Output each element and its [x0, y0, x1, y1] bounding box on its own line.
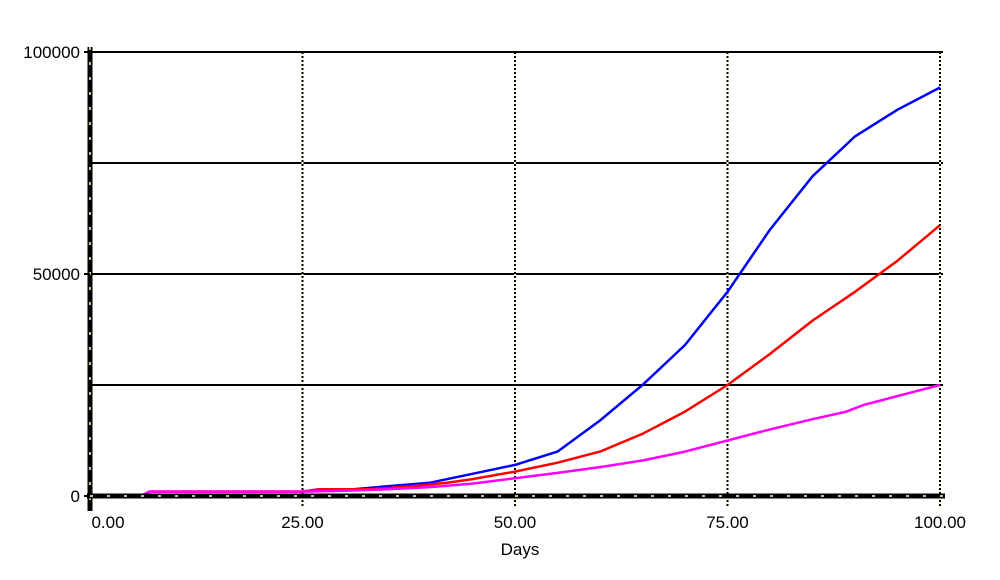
axes [87, 47, 945, 511]
x-axis-label: Days [501, 540, 540, 559]
x-tick-label: 25.00 [281, 513, 324, 532]
x-tick-label: 75.00 [706, 513, 749, 532]
series-line-3 [90, 383, 941, 498]
x-tick-label: 50.00 [494, 513, 537, 532]
tick-labels: 0.00 25.00 50.00 75.00 100.00 0 50000 100000 [23, 43, 966, 532]
x-tick-label: 0.00 [91, 513, 124, 532]
y-tick-label: 100000 [23, 43, 80, 62]
x-tick-label: 100.00 [914, 513, 966, 532]
y-tick-label: 50000 [33, 265, 80, 284]
series-group [90, 86, 941, 498]
grid [90, 51, 943, 508]
y-tick-label: 0 [71, 487, 80, 506]
